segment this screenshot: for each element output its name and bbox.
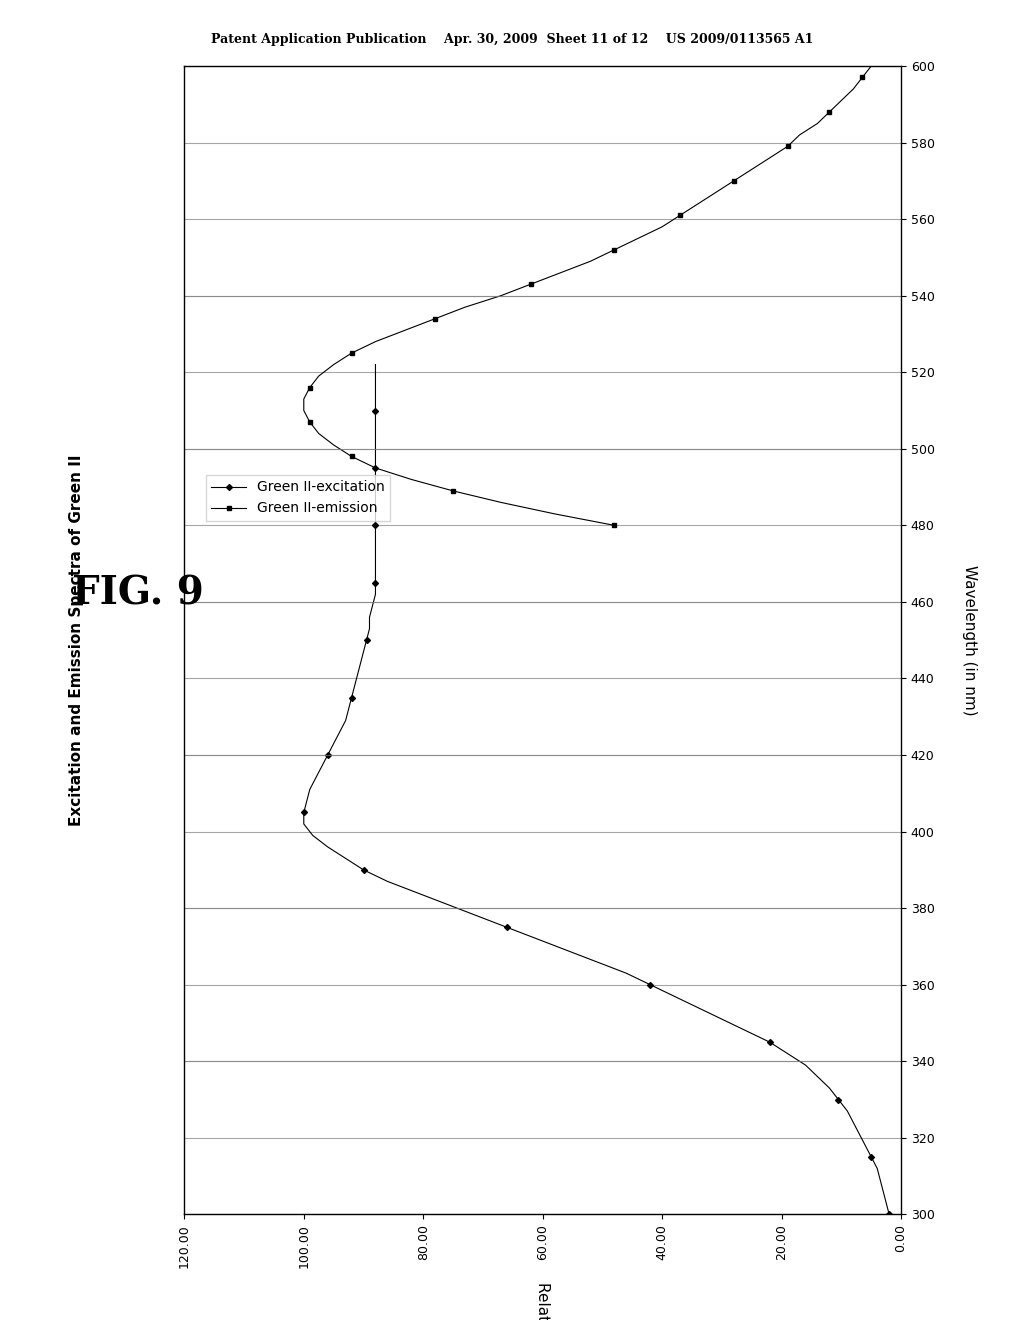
Green II-emission bbox=[781, 139, 794, 154]
Green II-excitation bbox=[370, 506, 382, 521]
Green II-emission bbox=[745, 161, 758, 177]
Green II-excitation bbox=[883, 1206, 895, 1222]
Green II-emission bbox=[865, 58, 878, 74]
Green II-excitation bbox=[370, 356, 382, 372]
Green II-emission bbox=[764, 150, 776, 166]
Line: Green II-excitation: Green II-excitation bbox=[302, 363, 891, 1217]
Green II-emission bbox=[692, 195, 705, 211]
Text: FIG. 9: FIG. 9 bbox=[72, 576, 204, 612]
Green II-emission bbox=[710, 185, 722, 201]
Text: Patent Application Publication    Apr. 30, 2009  Sheet 11 of 12    US 2009/01135: Patent Application Publication Apr. 30, … bbox=[211, 33, 813, 46]
Green II-emission bbox=[406, 471, 418, 487]
Green II-excitation bbox=[859, 1138, 871, 1154]
Green II-emission bbox=[303, 414, 315, 430]
Green II-excitation bbox=[370, 449, 382, 465]
Green II-emission bbox=[495, 495, 507, 511]
Green II-emission bbox=[370, 459, 382, 475]
Green II-emission bbox=[298, 391, 310, 407]
Green II-emission bbox=[585, 253, 597, 269]
Green II-emission bbox=[632, 230, 644, 246]
Green II-emission bbox=[345, 345, 357, 360]
Green II-emission bbox=[446, 483, 459, 499]
Green II-emission bbox=[524, 276, 537, 292]
Green II-emission bbox=[847, 81, 859, 96]
Green II-emission bbox=[303, 380, 315, 396]
Green II-emission bbox=[811, 115, 823, 131]
Green II-emission bbox=[794, 127, 806, 143]
Green II-excitation bbox=[370, 540, 382, 556]
Green II-emission bbox=[549, 506, 561, 521]
Green II-emission bbox=[312, 425, 325, 441]
Line: Green II-emission: Green II-emission bbox=[302, 63, 873, 528]
Green II-emission bbox=[328, 356, 340, 372]
Legend: Green II-excitation, Green II-emission: Green II-excitation, Green II-emission bbox=[206, 475, 390, 521]
Green II-emission bbox=[298, 403, 310, 418]
X-axis label: Relative Fluorescence: Relative Fluorescence bbox=[536, 1282, 550, 1320]
Green II-emission bbox=[495, 288, 507, 304]
Green II-emission bbox=[728, 173, 740, 189]
Green II-emission bbox=[429, 310, 441, 326]
Green II-emission bbox=[674, 207, 686, 223]
Y-axis label: Wavelength (in nm): Wavelength (in nm) bbox=[962, 565, 977, 715]
Green II-emission bbox=[459, 300, 471, 315]
Green II-emission bbox=[836, 92, 848, 108]
Green II-emission bbox=[608, 517, 621, 533]
Green II-excitation bbox=[370, 564, 382, 579]
Green II-emission bbox=[345, 449, 357, 465]
Green II-emission bbox=[554, 265, 566, 281]
Green II-emission bbox=[328, 437, 340, 453]
Green II-emission bbox=[856, 70, 868, 86]
Green II-emission bbox=[370, 334, 382, 350]
Green II-emission bbox=[656, 219, 669, 235]
Green II-emission bbox=[823, 104, 836, 120]
Text: Excitation and Emission Spectra of Green II: Excitation and Emission Spectra of Green… bbox=[70, 454, 84, 826]
Green II-excitation bbox=[370, 529, 382, 545]
Green II-emission bbox=[608, 242, 621, 257]
Green II-emission bbox=[399, 322, 412, 338]
Green II-emission bbox=[312, 368, 325, 384]
